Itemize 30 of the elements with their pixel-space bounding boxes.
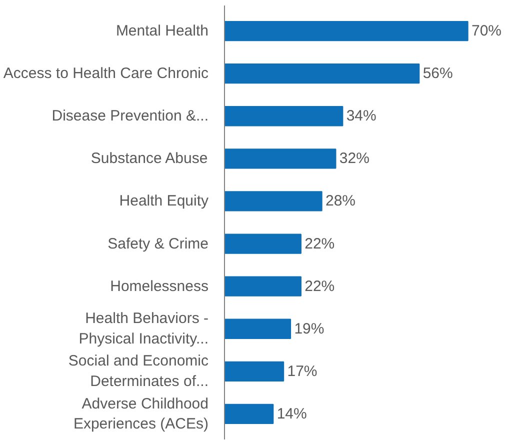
data-label: 34%: [346, 108, 376, 125]
y-tick-label: Homelessness: [110, 278, 209, 295]
y-tick-label: Social and Economic Determinates of...: [68, 352, 209, 390]
y-tick-label: Health Behaviors - Physical Inactivity...: [78, 310, 209, 348]
data-label: 32%: [339, 150, 370, 168]
bar: [224, 318, 292, 339]
data-label: 17%: [287, 362, 318, 380]
data-label: 56%: [422, 65, 453, 82]
y-tick-label: Health Equity: [119, 192, 209, 210]
y-tick-label: Mental Health: [116, 22, 209, 40]
bar: [224, 276, 302, 296]
bar: [224, 148, 336, 169]
bar: [224, 191, 322, 212]
data-label: 70%: [471, 22, 502, 40]
y-tick-label: Access to Health Care Chronic: [3, 65, 209, 82]
bar: [224, 64, 420, 84]
bar: [224, 106, 344, 126]
data-label: 28%: [325, 192, 356, 210]
y-tick-label: Adverse Childhood Experiences (ACEs): [73, 395, 209, 433]
bar: [224, 361, 284, 382]
data-label: 22%: [304, 235, 335, 252]
y-tick-label: Disease Prevention &...: [52, 108, 209, 125]
data-label: 19%: [294, 320, 324, 338]
y-tick-label: Safety & Crime: [108, 235, 209, 252]
bar: [224, 20, 468, 42]
y-tick-label: Substance Abuse: [90, 150, 208, 168]
bar: [224, 404, 274, 424]
data-label: 22%: [304, 278, 335, 295]
bar: [224, 234, 302, 254]
data-label: 14%: [276, 405, 307, 422]
